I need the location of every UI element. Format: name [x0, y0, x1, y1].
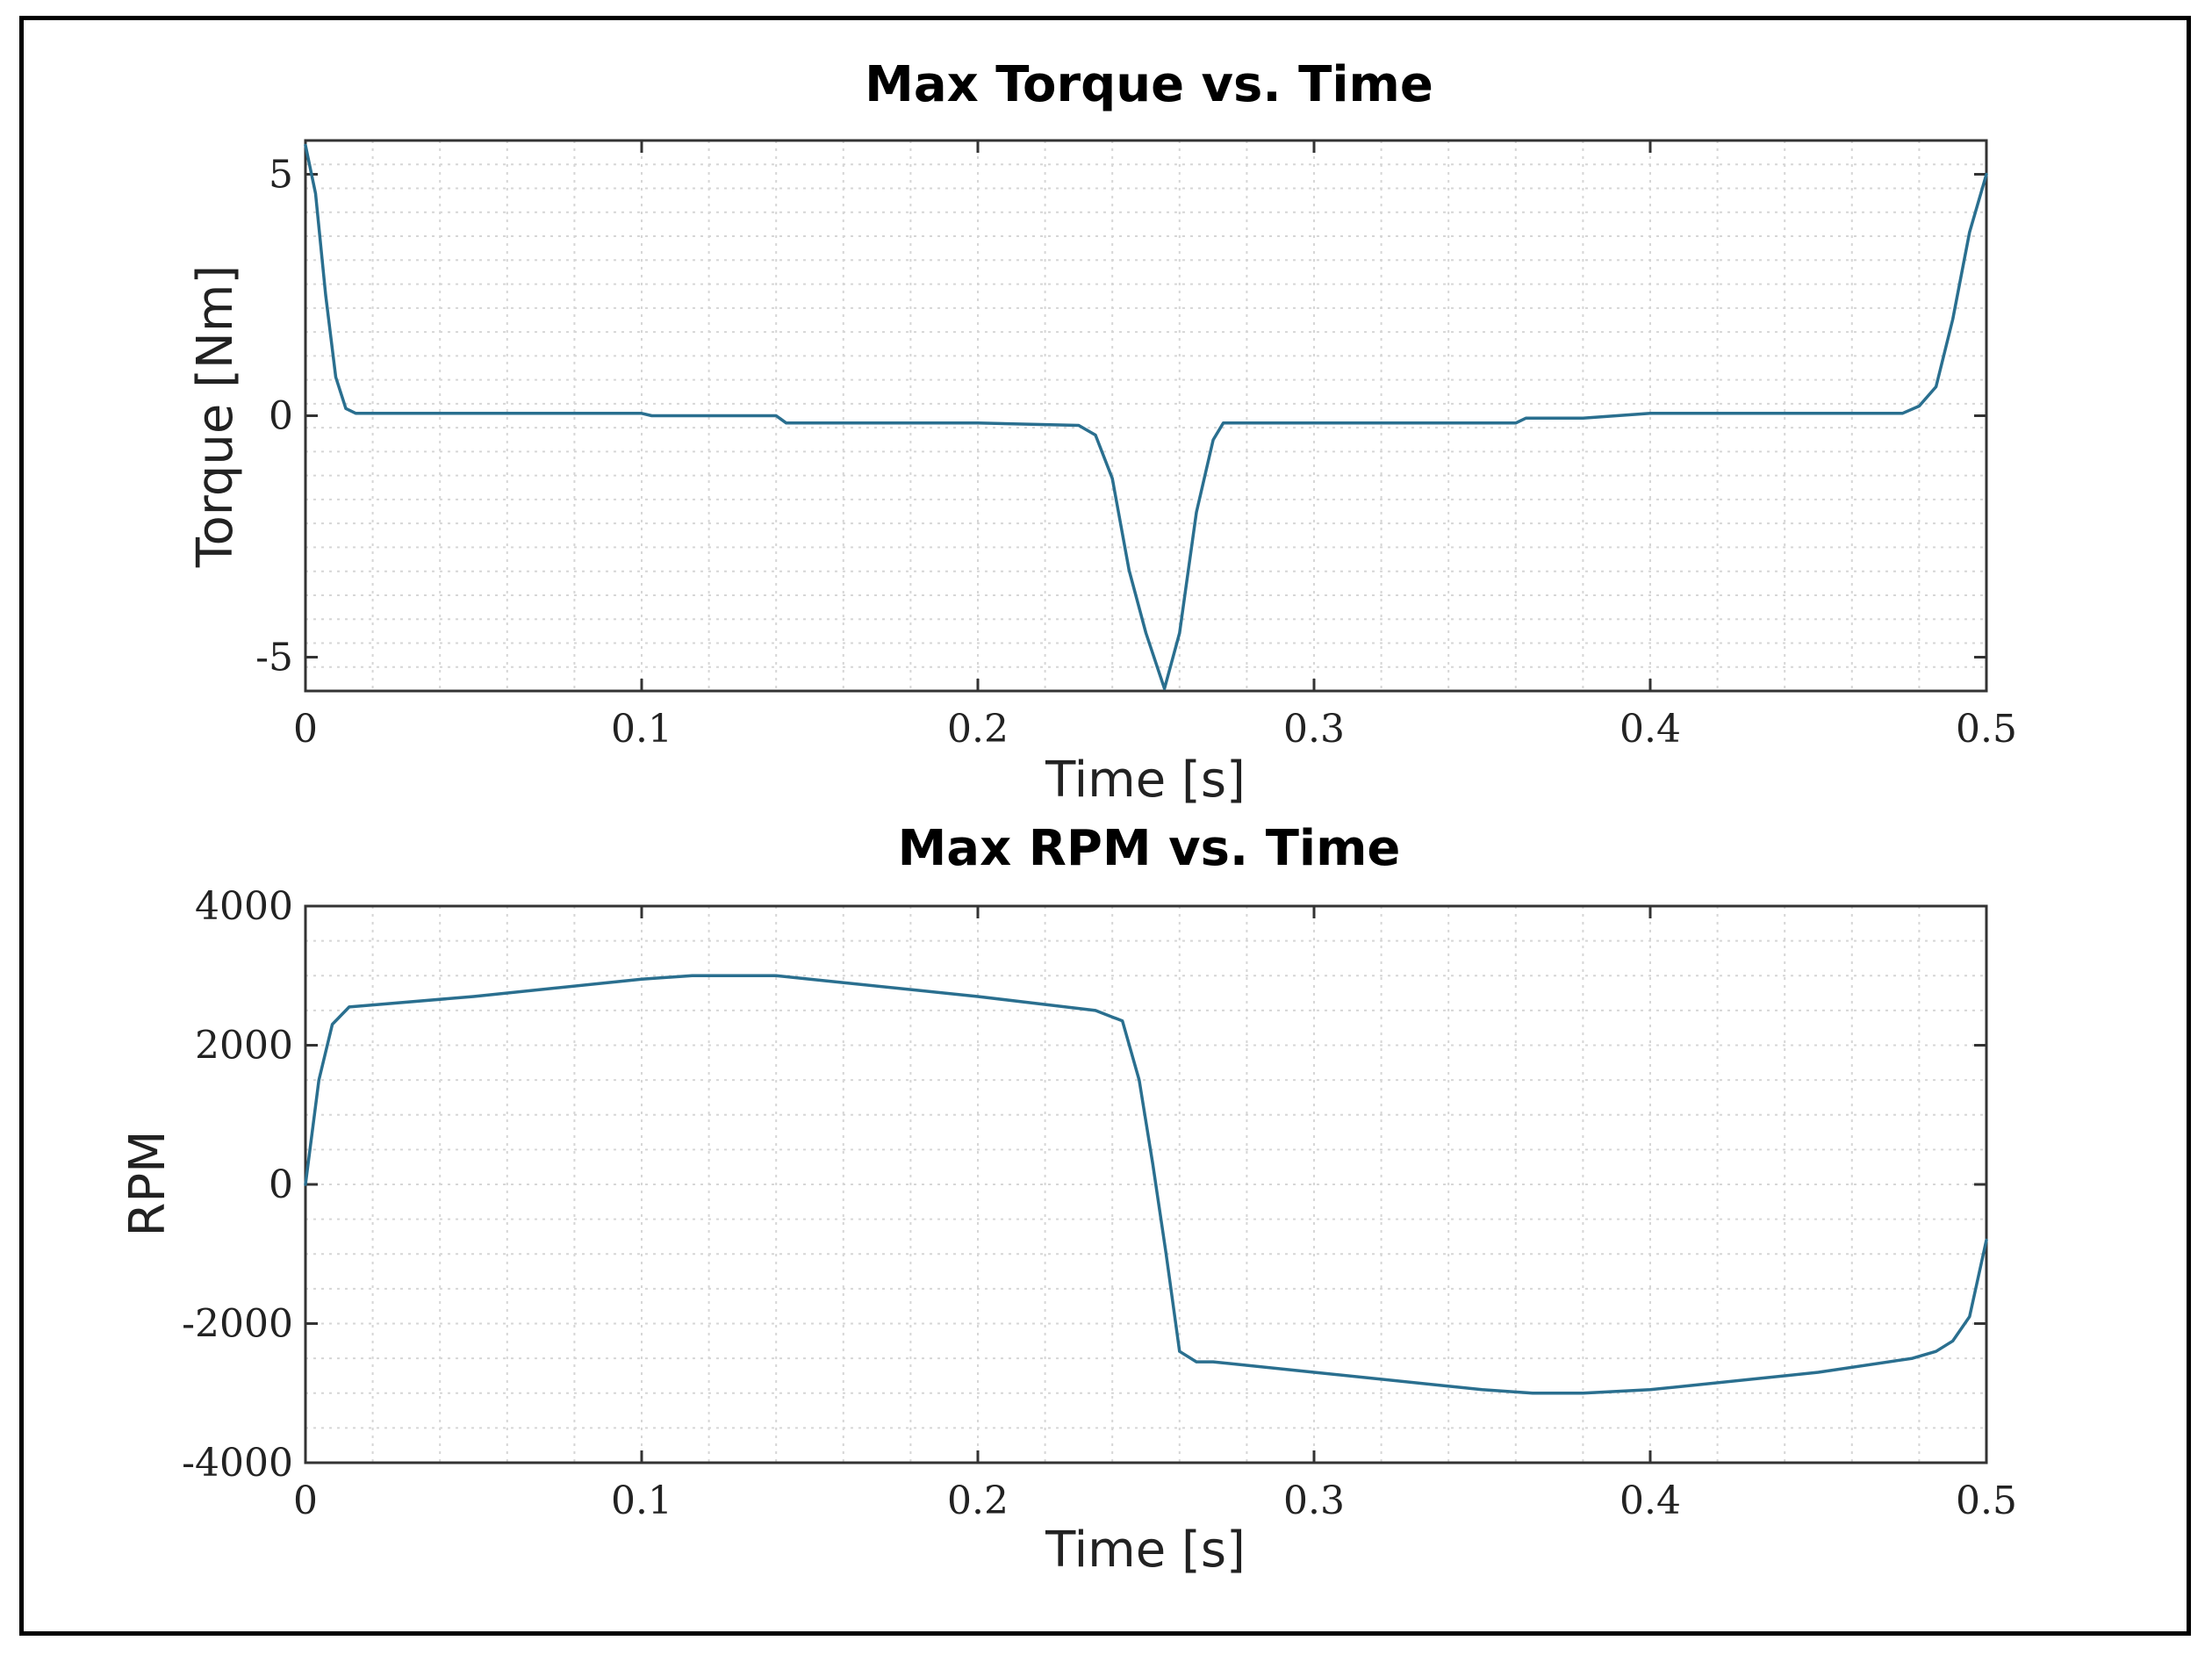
torque-y-tick-label: 0: [269, 394, 293, 439]
rpm-y-tick-label: 2000: [195, 1024, 293, 1069]
rpm-y-tick-label: -2000: [182, 1302, 293, 1347]
torque-x-tick-label: 0.3: [1283, 707, 1345, 752]
rpm-y-tick-label: 0: [269, 1162, 293, 1207]
figure-canvas: Max Torque vs. Time 0 0.1 0.2 0.3 0.4 0.5-505…: [119, 56, 2017, 1579]
rpm-x-tick-label: 0: [293, 1479, 318, 1523]
torque-x-axis-label: Time [s]: [1045, 752, 1246, 809]
rpm-y-tick-label: 4000: [195, 884, 293, 929]
rpm-x-tick-label: 0.1: [611, 1479, 672, 1523]
rpm-y-tick-label: -4000: [182, 1441, 293, 1486]
rpm-x-axis-label: Time [s]: [1045, 1522, 1246, 1579]
torque-x-tick-label: 0: [293, 707, 318, 752]
rpm-chart-title: Max RPM vs. Time: [898, 820, 1401, 877]
torque-grid: [305, 140, 1986, 691]
rpm-y-axis-label: RPM: [119, 1131, 176, 1237]
torque-subplot: Max Torque vs. Time 0 0.1 0.2 0.3 0.4 0.5-505…: [187, 56, 2017, 809]
rpm-series-line: [304, 974, 1988, 1395]
torque-series-line: [304, 143, 1988, 691]
torque-x-tick-label: 0.2: [947, 707, 1009, 752]
torque-x-tick-label: 0.5: [1956, 707, 2017, 752]
figure-frame: Max Torque vs. Time 0 0.1 0.2 0.3 0.4 0.5 -5 0 5…: [19, 16, 2191, 1636]
rpm-x-tick-label: 0.4: [1620, 1479, 1681, 1523]
rpm-ticks: 0 0.1 0.2 0.3 0.4 0.5 -4000 -2000 0 2000 4000: [182, 884, 2017, 1523]
rpm-plot-area: [304, 904, 1988, 1464]
torque-x-tick-label: 0.1: [611, 707, 672, 752]
rpm-subplot: Max RPM vs. Time 0 0.1 0.2 0.3 0.4 0.5 -4000 -2…: [119, 820, 2017, 1579]
torque-plot-area: [304, 139, 1988, 693]
torque-y-tick-label: 5: [269, 153, 293, 198]
torque-chart-title: Max Torque vs. Time: [865, 56, 1433, 113]
torque-y-axis-label: Torque [Nm]: [187, 265, 244, 568]
torque-ticks: 0 0.1 0.2 0.3 0.4 0.5-505: [255, 140, 2017, 752]
rpm-x-tick-label: 0.2: [947, 1479, 1009, 1523]
torque-y-tick-label: -5: [255, 636, 293, 680]
rpm-grid: [305, 906, 1986, 1463]
rpm-x-tick-label: 0.5: [1956, 1479, 2017, 1523]
rpm-x-tick-label: 0.3: [1283, 1479, 1345, 1523]
torque-x-tick-label: 0.4: [1620, 707, 1681, 752]
